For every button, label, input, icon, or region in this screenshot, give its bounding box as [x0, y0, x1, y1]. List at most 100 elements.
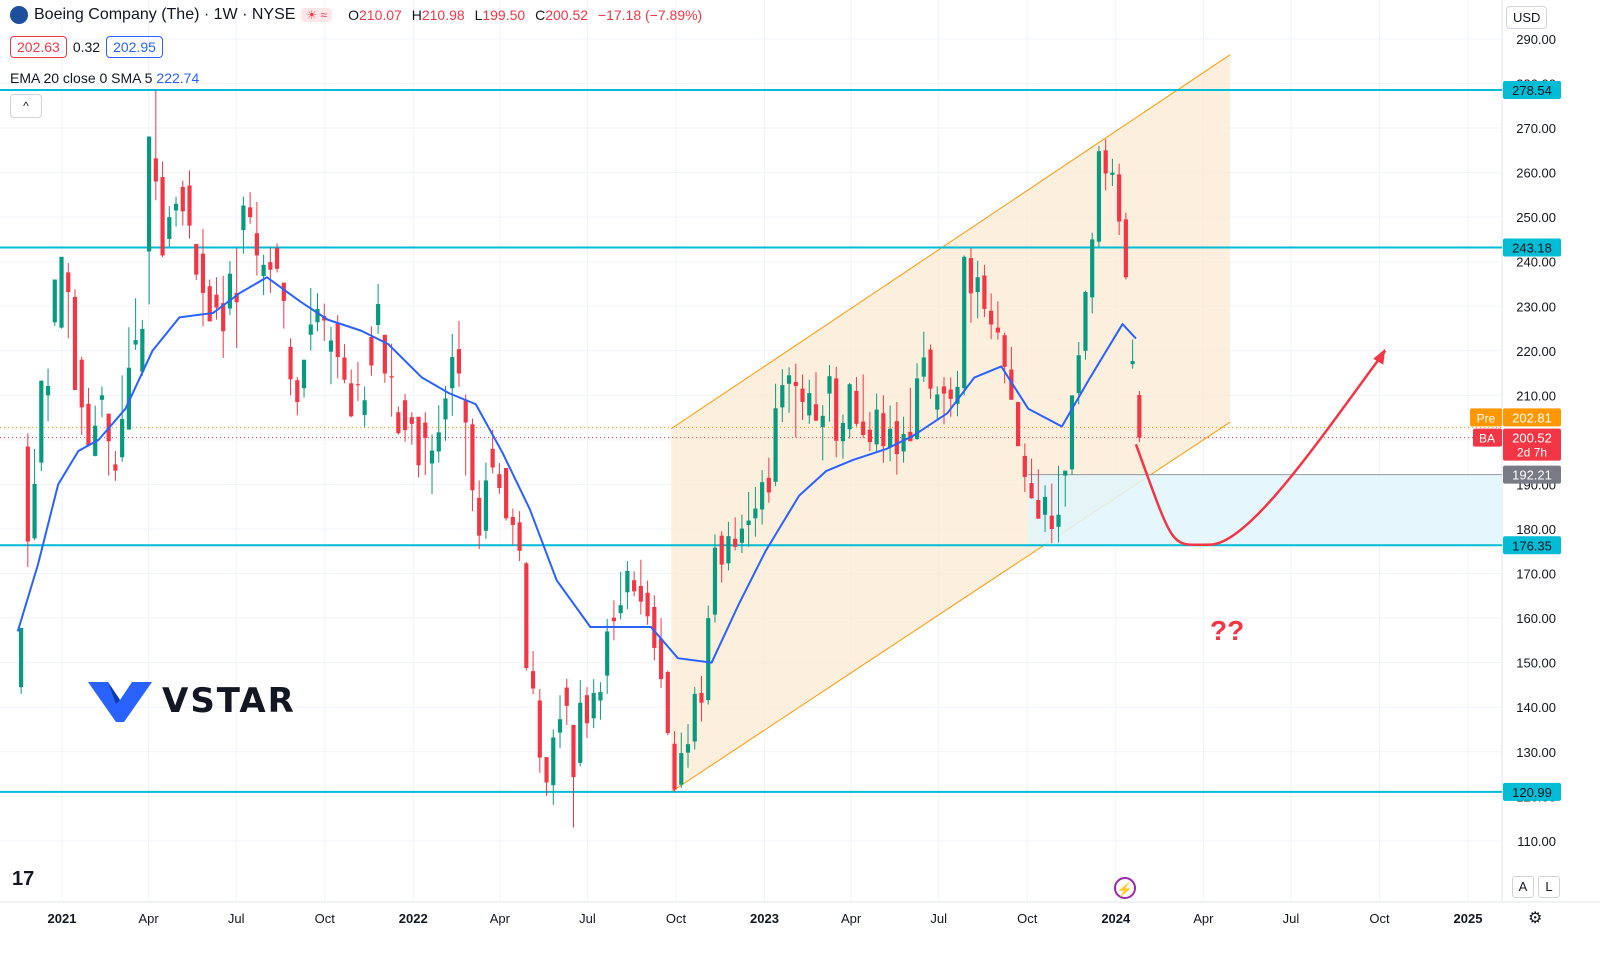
candle [66, 263, 71, 339]
settings-gear-icon[interactable]: ⚙ [1528, 910, 1543, 927]
candle-body [1090, 239, 1095, 298]
buy-button[interactable]: 202.95 [106, 36, 163, 58]
candle [241, 196, 246, 254]
y-tick-label: 110.00 [1517, 834, 1556, 849]
candle-body [52, 279, 57, 323]
candle [894, 402, 899, 475]
lightning-icon[interactable]: ⚡ [1114, 877, 1136, 899]
indicator-label: EMA 20 close 0 SMA 5 [10, 70, 153, 86]
candle [800, 374, 805, 420]
x-tick-label: 2023 [750, 911, 779, 926]
candle-body [86, 403, 91, 446]
x-tick-label: 2025 [1454, 911, 1483, 926]
level-price-tag-bg [1503, 81, 1561, 100]
candle [645, 580, 650, 625]
candle-body [618, 605, 623, 614]
candle-body [901, 434, 906, 452]
candle-body [153, 158, 158, 182]
candle-body [207, 286, 212, 322]
candle-body [1042, 496, 1048, 515]
x-tick-label: Oct [1369, 911, 1390, 926]
candle [1029, 458, 1034, 499]
chart-header: Boeing Company (The) · 1W · NYSE ☀ ≈ O21… [10, 6, 708, 24]
candle-body [719, 535, 724, 565]
candle-body [827, 376, 832, 394]
candle-body [679, 753, 684, 785]
x-tick-label: Jul [1283, 911, 1300, 926]
y-tick-label: 180.00 [1516, 522, 1556, 537]
candle-body [611, 617, 616, 622]
candle-body [1083, 291, 1088, 351]
market-status-icon[interactable]: ☀ ≈ [301, 8, 333, 22]
candle [618, 571, 623, 620]
candle-body [941, 386, 947, 394]
candle-body [867, 429, 872, 443]
candle-body [699, 692, 704, 703]
candle [578, 680, 583, 767]
candle-body [1049, 515, 1054, 529]
ema-line [16, 276, 1137, 664]
candle [605, 618, 610, 694]
candle-body [389, 376, 394, 378]
candle-body [214, 294, 219, 308]
auto-scale-button[interactable]: A [1512, 876, 1534, 898]
candle [355, 361, 361, 402]
candle [510, 508, 515, 546]
candle-body [490, 448, 495, 468]
candle-body [328, 340, 334, 352]
candle [793, 363, 798, 438]
candle-body [881, 413, 886, 447]
candle-body [962, 256, 967, 389]
tradingview-logo[interactable]: 17 [12, 868, 35, 890]
candle [719, 531, 724, 583]
candle-body [254, 233, 259, 256]
candle-body [315, 308, 320, 323]
candle [753, 487, 758, 537]
candle-body [1009, 369, 1014, 400]
y-tick-label: 290.00 [1516, 32, 1556, 47]
level-price-tag: 243.18 [1512, 241, 1552, 256]
currency-selector[interactable]: USD [1506, 6, 1548, 29]
candle-body [382, 334, 387, 374]
candle [1123, 212, 1128, 280]
candle [274, 243, 280, 273]
candle [1002, 332, 1007, 384]
candle [335, 315, 340, 379]
candle [982, 264, 987, 317]
candle-body [221, 303, 226, 332]
candle-body [1130, 361, 1135, 365]
candle-body [685, 744, 691, 753]
x-tick-label: Oct [666, 911, 687, 926]
candle-body [436, 432, 441, 452]
candle-body [113, 464, 118, 471]
candle-body [780, 385, 785, 408]
candle-body [268, 262, 273, 270]
log-scale-button[interactable]: L [1538, 876, 1560, 898]
candle-body [995, 327, 1000, 333]
candle-body [402, 400, 408, 431]
candle-body [173, 203, 179, 211]
sell-button[interactable]: 202.63 [10, 36, 67, 58]
candle-body [362, 400, 367, 415]
candle [160, 161, 165, 258]
candle-body [416, 416, 421, 466]
symbol-title[interactable]: Boeing Company (The) · 1W · NYSE [34, 6, 296, 23]
candle-body [281, 282, 286, 301]
collapse-legend-button[interactable]: ^ [10, 94, 42, 118]
candle [423, 412, 428, 476]
candle [1069, 395, 1075, 475]
indicator-legend[interactable]: EMA 20 close 0 SMA 5 222.74 [10, 70, 199, 86]
candle [1056, 465, 1061, 543]
candle [167, 206, 172, 247]
candle-body [840, 422, 846, 442]
y-tick-label: 250.00 [1516, 210, 1556, 225]
level-price-tag-bg [1503, 238, 1561, 257]
candle-body [760, 482, 765, 510]
candle-body [1103, 150, 1108, 174]
candle-body [861, 421, 866, 435]
candle-body [1016, 402, 1021, 447]
candle-body [726, 536, 731, 564]
candle [591, 679, 596, 729]
candle-body [1036, 500, 1041, 519]
